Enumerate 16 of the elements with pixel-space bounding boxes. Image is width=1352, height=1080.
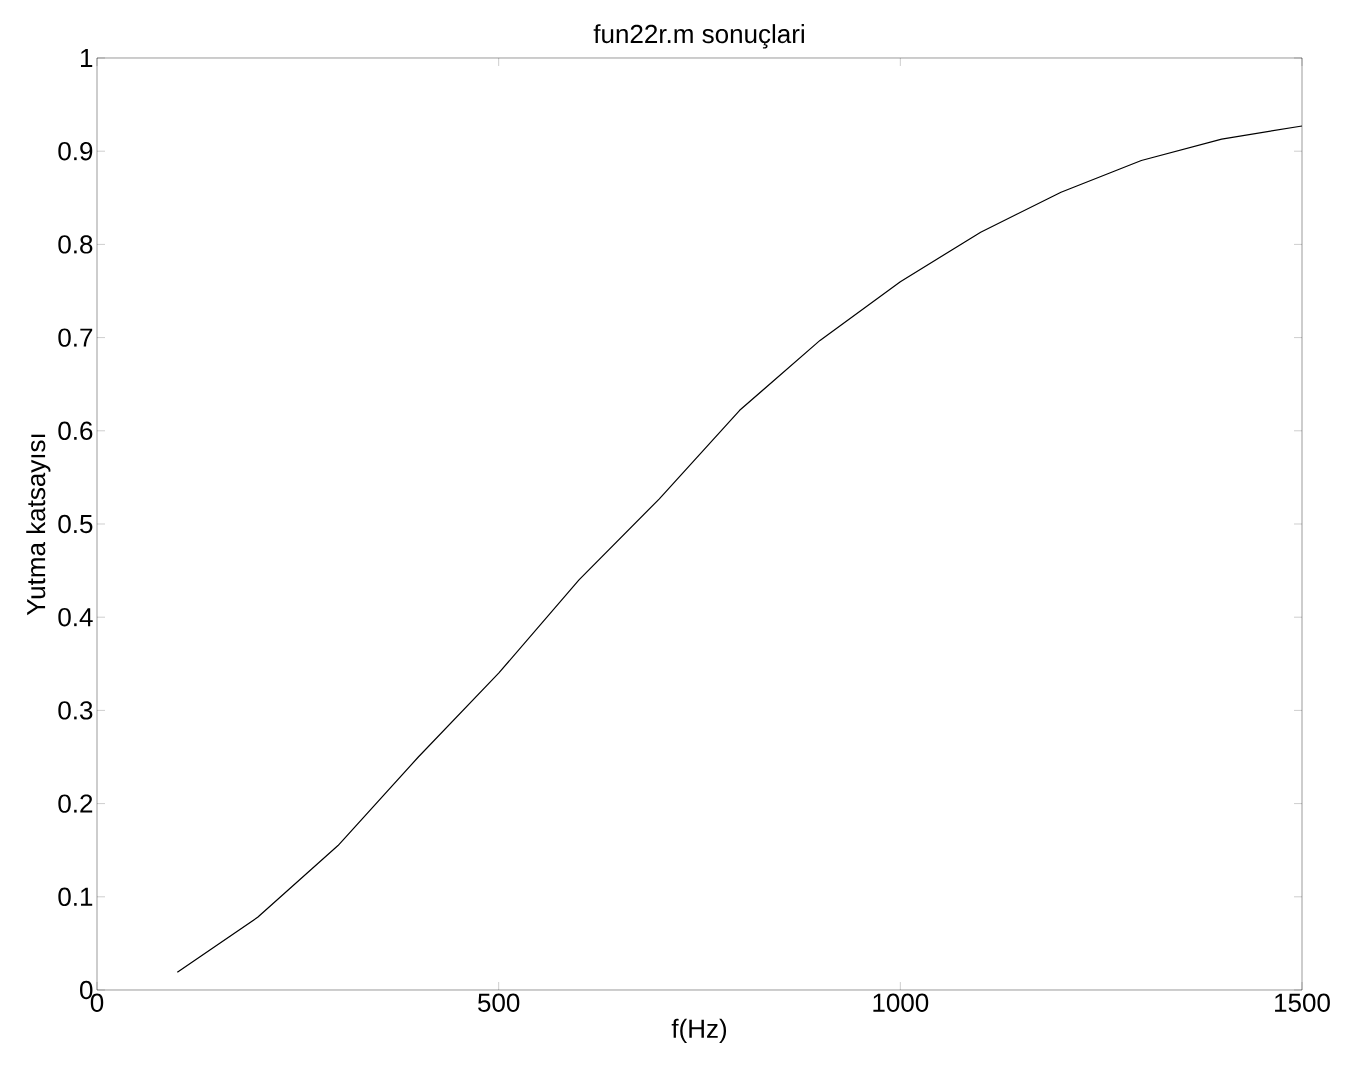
x-tick-label: 500 — [478, 993, 520, 1012]
x-tick-label: 1000 — [873, 993, 929, 1012]
y-tick-label: 0.6 — [58, 421, 93, 440]
x-axis-title: f(Hz) — [671, 1018, 727, 1044]
y-tick-label: 0.9 — [58, 141, 93, 161]
x-tick-label: 1500 — [1275, 993, 1330, 1012]
y-tick-label: 0.4 — [58, 607, 93, 627]
chart-title: fun22r.m sonuçlari — [593, 24, 804, 49]
y-tick-label: 0.8 — [58, 235, 93, 254]
y-axis-title: Yutma katsayısı — [26, 434, 51, 616]
y-tick-label: 0.2 — [58, 794, 93, 813]
y-tick-label: 0.7 — [58, 328, 93, 347]
y-tick-label: 0.3 — [58, 701, 93, 720]
y-tick-label: 0.5 — [58, 514, 93, 534]
y-tick-label: 0.1 — [58, 887, 93, 906]
y-tick-label: 1 — [80, 49, 93, 67]
